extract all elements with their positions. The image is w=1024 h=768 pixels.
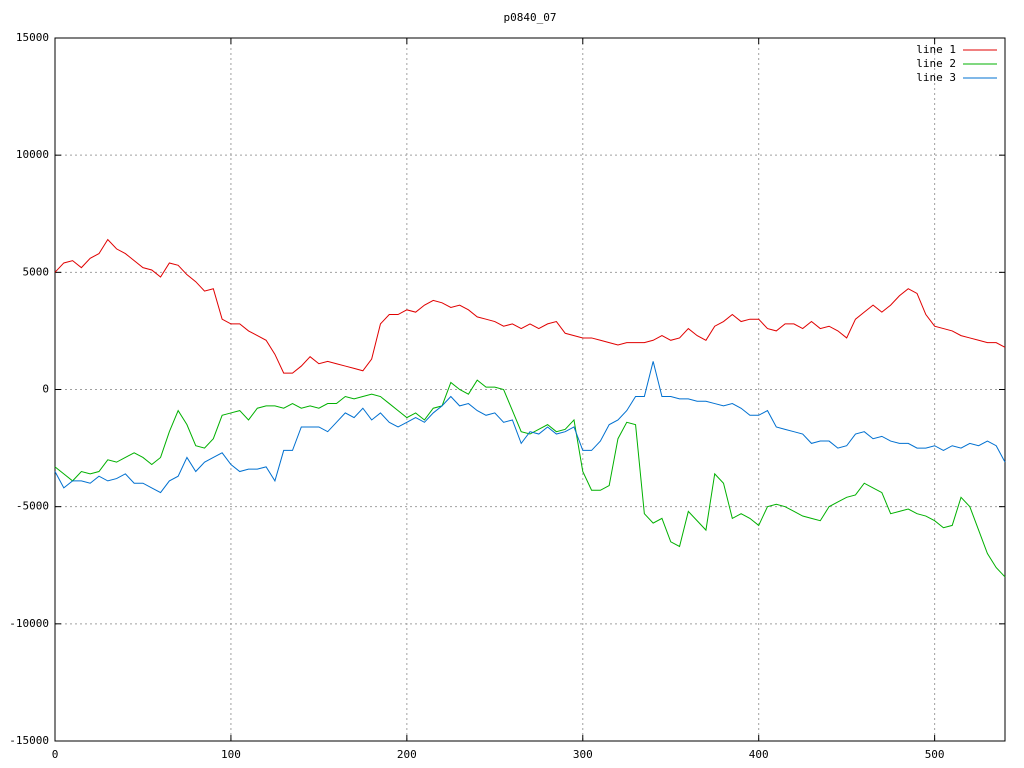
y-tick-label: 0 (42, 383, 49, 396)
x-tick-label: 400 (749, 748, 769, 761)
x-tick-label: 200 (397, 748, 417, 761)
y-tick-label: -15000 (9, 734, 49, 747)
legend-label: line 3 (916, 71, 956, 84)
x-tick-label: 0 (52, 748, 59, 761)
y-tick-label: -5000 (16, 500, 49, 513)
plot-border (54, 37, 1006, 742)
y-tick-label: -10000 (9, 617, 49, 630)
data-line (54, 361, 1006, 494)
chart-title: p0840_07 (504, 11, 557, 24)
legend-label: line 1 (916, 43, 956, 56)
y-tick-label: 15000 (16, 31, 49, 44)
data-line (54, 379, 1006, 578)
x-tick-label: 500 (925, 748, 945, 761)
x-tick-label: 100 (221, 748, 241, 761)
legend-label: line 2 (916, 57, 956, 70)
y-tick-label: 10000 (16, 148, 49, 161)
data-line (54, 238, 1006, 374)
y-tick-label: 5000 (23, 265, 50, 278)
x-tick-label: 300 (573, 748, 593, 761)
